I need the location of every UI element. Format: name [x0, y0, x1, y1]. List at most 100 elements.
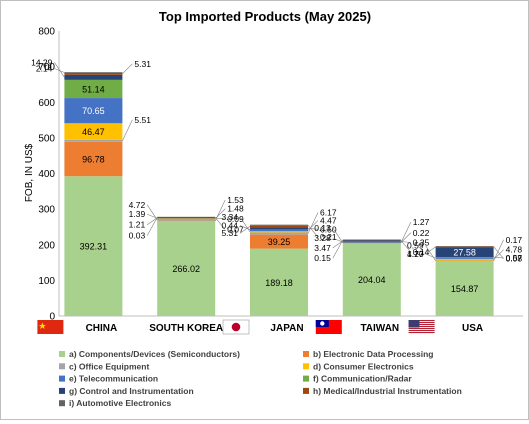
bars — [64, 72, 494, 316]
bar-segment — [157, 219, 216, 221]
data-label: 1.27 — [413, 217, 430, 227]
callout-line — [425, 253, 436, 259]
bar-segment — [250, 225, 308, 228]
bar-segment — [64, 123, 123, 140]
legend-item: c) Office Equipment — [59, 361, 149, 371]
bar-segment — [157, 217, 216, 218]
bar-segment — [64, 72, 123, 73]
legend-item: f) Communication/Radar — [303, 374, 412, 384]
callout-line — [147, 213, 158, 219]
legend-item: e) Telecommunication — [59, 374, 158, 384]
data-label: 0.35 — [413, 238, 430, 248]
legend: a) Components/Devices (Semiconductors) b)… — [59, 349, 462, 408]
data-label: 0.59 — [407, 241, 424, 251]
legend-swatch — [59, 387, 65, 394]
usa-flag-icon — [408, 320, 435, 334]
bar-segment — [435, 246, 494, 248]
data-label: 1.27 — [407, 249, 424, 259]
data-label: 1.48 — [227, 204, 244, 214]
bar-segment — [64, 139, 123, 142]
legend-swatch — [59, 375, 65, 382]
data-label: 4.47 — [320, 215, 337, 225]
legend-swatch — [303, 363, 309, 370]
y-tick-label: 400 — [38, 169, 55, 180]
data-label: 154.87 — [451, 284, 479, 294]
bar-segment — [157, 221, 216, 316]
bar-segment — [157, 220, 216, 222]
data-label: 1.21 — [129, 220, 146, 230]
bar-segment — [157, 218, 216, 220]
data-label: 266.02 — [172, 264, 200, 274]
callout-line — [54, 68, 65, 73]
data-label: 70.65 — [82, 106, 105, 116]
legend-label: e) Telecommunication — [69, 374, 158, 384]
data-label: 51.14 — [82, 84, 105, 94]
data-label: 0.03 — [129, 230, 146, 240]
bar-segment — [157, 216, 216, 218]
data-label: 2.14 — [36, 63, 53, 73]
legend-swatch — [59, 400, 65, 407]
bar-segment — [64, 72, 123, 75]
data-label: 0.09 — [227, 214, 244, 224]
bar-segment — [435, 260, 494, 316]
callout-line — [239, 225, 251, 230]
bar-segment — [342, 241, 401, 243]
callout-line — [493, 246, 504, 259]
legend-item: h) Medical/Industrial Instrumentation — [303, 386, 462, 396]
legend-item: a) Components/Devices (Semiconductors) — [59, 349, 240, 359]
legend-label: i) Automotive Electronics — [69, 398, 171, 408]
data-label: 3.47 — [314, 243, 331, 253]
callout-line — [307, 212, 319, 234]
data-label: 0.44 — [221, 221, 238, 231]
legend-item: i) Automotive Electronics — [59, 398, 171, 408]
y-tick-label: 200 — [38, 240, 55, 251]
callout-line — [122, 119, 133, 141]
bar-segment — [64, 74, 123, 80]
callout-line — [54, 62, 65, 78]
data-label: 0.57 — [506, 253, 523, 263]
bar-segment — [435, 246, 494, 247]
data-label: 3.28 — [314, 233, 331, 243]
callout-line — [332, 237, 343, 243]
bar-segment — [250, 232, 308, 235]
legend-label: c) Office Equipment — [69, 361, 149, 371]
data-label: 5.31 — [134, 59, 151, 69]
callout-line — [400, 241, 411, 243]
x-category-label: CHINA — [86, 323, 118, 334]
bar-segment — [64, 98, 123, 124]
data-label: 14.29 — [31, 57, 53, 67]
bar-segment — [342, 240, 401, 242]
data-label: 392.31 — [80, 242, 108, 252]
y-tick-label: 300 — [38, 205, 55, 216]
data-label: 5.51 — [134, 115, 151, 125]
taiwan-flag-icon — [315, 320, 342, 334]
legend-swatch — [59, 351, 65, 357]
legend-item: b) Electronic Data Processing — [303, 349, 433, 359]
data-label: 204.04 — [358, 275, 386, 285]
y-tick-label: 500 — [38, 133, 55, 144]
bar-segment — [64, 79, 123, 99]
bar-segment — [342, 242, 401, 244]
callout-line — [400, 239, 412, 253]
chart-title: Top Imported Products (May 2025) — [159, 9, 371, 24]
data-label: 0.14 — [413, 247, 430, 257]
data-label: 0.08 — [506, 254, 523, 264]
data-label: 0.21 — [320, 232, 337, 242]
x-category-label: SOUTH KOREA — [149, 323, 223, 334]
data-label: 4.70 — [407, 249, 424, 259]
callout-line — [147, 217, 158, 225]
data-label: 39.25 — [268, 237, 291, 247]
japan-flag-icon — [222, 319, 250, 335]
data-label: 189.18 — [265, 278, 293, 288]
bar-segment — [342, 239, 401, 241]
callout-line — [332, 240, 343, 249]
china-flag-icon — [37, 320, 64, 334]
callout-line — [215, 217, 226, 220]
data-label: 4.78 — [506, 245, 523, 255]
legend-label: d) Consumer Electronics — [313, 361, 414, 371]
y-tick-label: 100 — [38, 276, 55, 287]
bar-segment — [64, 176, 123, 316]
callout-line — [214, 208, 226, 219]
y-tick-label: 0 — [49, 312, 55, 323]
data-label: 96.78 — [82, 155, 105, 165]
